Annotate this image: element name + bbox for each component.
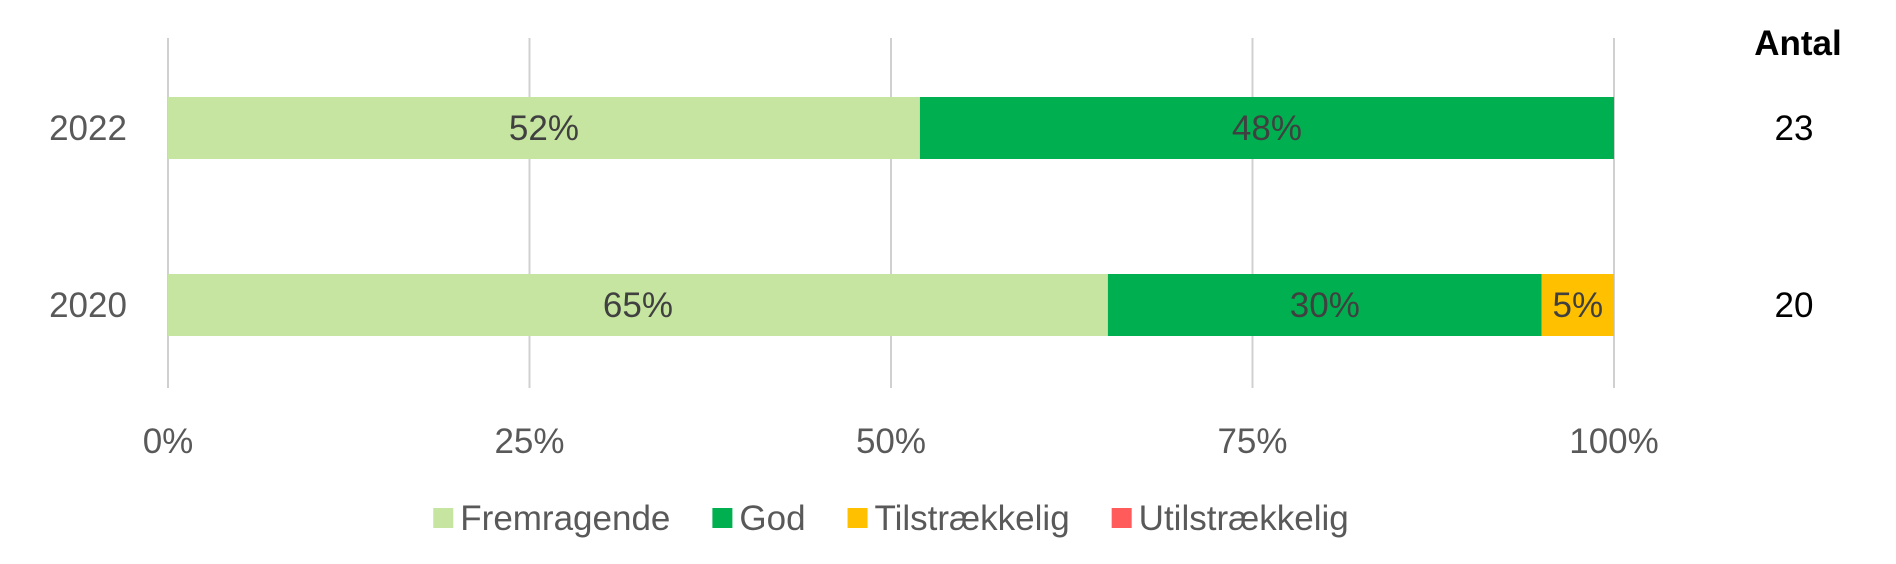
category-label: 2022 (49, 109, 127, 148)
data-label: 52% (509, 109, 579, 148)
data-label: 30% (1290, 286, 1360, 325)
legend-swatch (433, 508, 454, 528)
data-label: 65% (603, 286, 673, 325)
data-label: 48% (1232, 109, 1302, 148)
x-tick-label: 100% (1569, 422, 1659, 461)
legend-swatch (1111, 508, 1132, 528)
bar-segment (168, 274, 1108, 336)
bar-segment (919, 97, 1614, 159)
x-tick-label: 0% (143, 422, 194, 461)
x-tick-label: 50% (856, 422, 926, 461)
count-value: 23 (1775, 109, 1814, 148)
bar-segment (168, 97, 920, 159)
x-tick-label: 75% (1217, 422, 1287, 461)
data-labels: 52% 48% 65% 30% 5% (509, 109, 1603, 325)
bar-segment (1107, 274, 1542, 336)
bars (168, 97, 1614, 336)
category-label: 2020 (49, 286, 127, 325)
legend: Fremragende God Tilstrækkelig Utilstrækkeli… (433, 499, 1349, 538)
legend-swatch (712, 508, 733, 528)
count-value: 20 (1775, 286, 1814, 325)
count-column: Antal 23 20 (1754, 24, 1842, 325)
x-tick-label: 25% (494, 422, 564, 461)
count-header: Antal (1754, 24, 1842, 63)
legend-swatch (847, 508, 868, 528)
category-axis-labels: 2022 2020 (49, 109, 127, 325)
legend-label: Tilstrækkelig (875, 499, 1070, 538)
bar-segment (1541, 274, 1614, 336)
legend-label: God (739, 499, 805, 538)
x-axis-tick-labels: 0% 25% 50% 75% 100% (143, 422, 1659, 461)
legend-label: Utilstrækkelig (1139, 499, 1349, 538)
data-label: 5% (1553, 286, 1604, 325)
legend-label: Fremragende (460, 499, 670, 538)
